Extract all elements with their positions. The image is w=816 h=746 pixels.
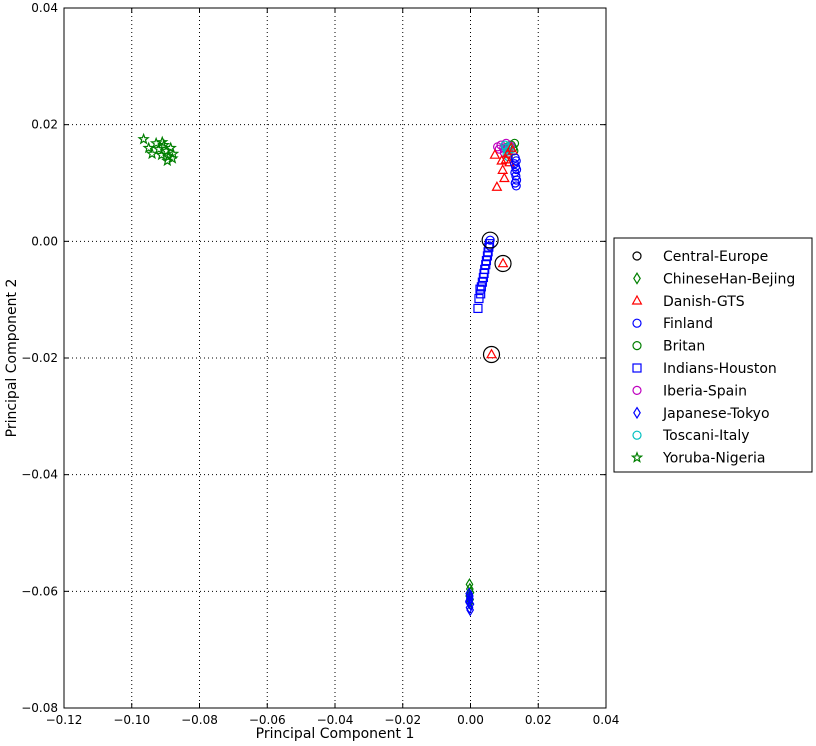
legend-marker: [632, 430, 642, 440]
data-points: [137, 132, 522, 617]
data-point: [500, 140, 510, 150]
legend-marker: [632, 318, 642, 328]
data-point: [491, 181, 503, 191]
x-tick-label: −0.02: [384, 713, 421, 727]
legend-marker: [632, 385, 642, 395]
data-point: [160, 144, 173, 157]
legend-label: Finland: [663, 316, 713, 332]
data-point: [145, 147, 159, 160]
data-point: [473, 303, 483, 314]
data-point: [465, 601, 474, 615]
series-indians-houston: [473, 239, 495, 314]
data-point: [494, 254, 512, 273]
data-point: [474, 293, 484, 304]
data-point: [498, 172, 510, 183]
data-point: [156, 135, 169, 148]
x-tick-label: 0.00: [457, 713, 484, 727]
data-point: [164, 141, 177, 154]
legend-label: Danish-GTS: [663, 294, 745, 310]
legend-box: [613, 237, 813, 473]
legend-label: Indians-Houston: [663, 361, 777, 377]
data-point: [504, 156, 515, 167]
y-axis-label: Principal Component 2: [4, 279, 20, 438]
legend-marker: [633, 272, 641, 285]
legend-marker: [632, 341, 642, 351]
legend-marker: [633, 406, 641, 420]
data-point: [489, 148, 501, 159]
data-point: [475, 284, 485, 294]
legend-label: Toscani-Italy: [662, 428, 750, 444]
y-tick-label: 0.04: [31, 1, 58, 15]
axis-ticks: −0.12 −0.10 −0.08 −0.06 −0.04 −0.02 0.00 0.02 0.…: [21, 1, 619, 727]
legend-label: ChineseHan-Bejing: [663, 271, 795, 287]
series-finland: [485, 153, 522, 251]
y-tick-label: −0.06: [21, 584, 58, 598]
data-point: [482, 345, 501, 364]
data-point: [465, 587, 474, 601]
data-point: [496, 140, 506, 150]
x-tick-label: −0.12: [46, 713, 83, 727]
data-point: [481, 255, 492, 266]
legend-marker: [632, 363, 642, 373]
data-point: [497, 257, 509, 268]
y-tick-label: −0.02: [21, 351, 58, 365]
x-tick-label: −0.06: [249, 713, 286, 727]
series-central-europe: [481, 231, 512, 364]
data-point: [142, 141, 155, 154]
y-tick-label: −0.04: [21, 468, 58, 482]
data-point: [481, 231, 499, 249]
series-yoruba-nigeria: [137, 132, 180, 167]
x-tick-label: −0.10: [113, 713, 150, 727]
legend-label: Iberia-Spain: [663, 383, 747, 399]
y-tick-label: 0.02: [31, 118, 58, 132]
data-point: [486, 348, 497, 359]
x-tick-label: −0.04: [317, 713, 354, 727]
series-japanese-tokyo: [464, 587, 475, 617]
y-tick-label: 0.00: [31, 234, 58, 248]
data-point: [476, 282, 486, 292]
legend-marker: [630, 451, 644, 463]
x-axis-label: Principal Component 1: [256, 726, 415, 742]
legend-label: Yoruba-Nigeria: [662, 451, 766, 467]
data-point: [477, 277, 487, 287]
data-point: [466, 597, 475, 611]
data-point: [510, 153, 520, 163]
x-tick-label: 0.04: [593, 713, 620, 727]
x-tick-label: −0.08: [181, 713, 218, 727]
data-point: [166, 151, 179, 164]
data-point: [480, 264, 490, 274]
grid-lines: [64, 8, 606, 708]
data-point: [497, 164, 509, 174]
data-point: [465, 589, 474, 603]
y-tick-label: −0.08: [21, 701, 58, 715]
x-tick-label: 0.02: [525, 713, 552, 727]
legend: Central-Europe ChineseHan-Bejing Danish-GT…: [613, 237, 813, 473]
data-point: [466, 603, 475, 617]
legend-label: Britan: [663, 339, 705, 355]
data-point: [476, 289, 486, 299]
legend-marker: [632, 251, 642, 261]
legend-label: Japanese-Tokyo: [662, 406, 770, 422]
legend-label: Central-Europe: [663, 249, 768, 265]
legend-marker: [631, 294, 643, 305]
data-point: [137, 132, 150, 145]
